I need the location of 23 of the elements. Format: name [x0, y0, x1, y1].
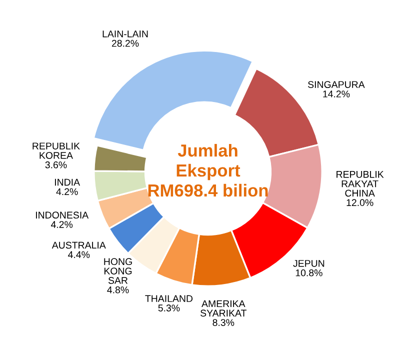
slice-label: REPUBLIK KOREA — [32, 142, 80, 159]
slice-label: LAIN-LAIN — [102, 30, 148, 38]
slice-label: INDIA — [55, 178, 80, 186]
data-label: 4.8% — [107, 286, 129, 294]
data-label: 5.3% — [158, 304, 180, 312]
slice-label: THAILAND — [145, 295, 193, 302]
slice-label: HONG KONG SAR — [104, 258, 132, 284]
data-label: 4.4% — [68, 251, 90, 258]
data-label: 4.2% — [50, 221, 73, 228]
text: Jumlah Eksport RM698.4 bilion — [148, 144, 268, 197]
data-label: 8.3% — [212, 319, 234, 326]
data-label: 10.8% — [296, 269, 322, 276]
slice-label: AMERIKA SYARIKAT — [200, 300, 247, 317]
slice-label: REPUBLIK RAKYAT CHINA — [336, 171, 384, 197]
slice-label: JEPUN — [293, 260, 324, 267]
slice-label: AUSTRALIA — [52, 242, 106, 249]
data-label: 28.2% — [112, 40, 139, 47]
slice-label: SINGAPURA — [308, 81, 365, 88]
data-label: 4.2% — [56, 188, 78, 196]
data-label: 3.6% — [45, 161, 67, 168]
slice-label: INDONESIA — [36, 212, 89, 219]
data-label: 14.2% — [323, 90, 350, 98]
data-label: 12.0% — [346, 199, 374, 206]
